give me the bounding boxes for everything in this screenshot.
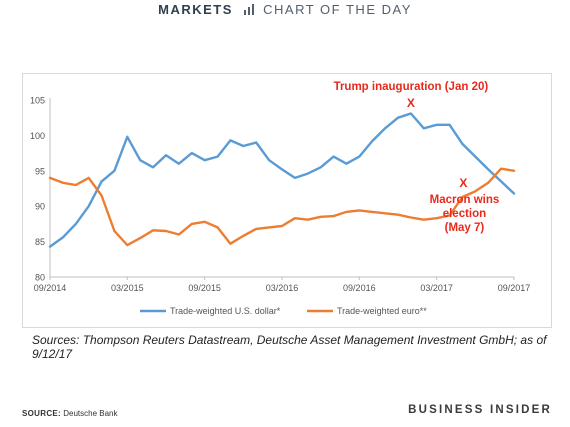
line-chart: 80 85 90 95 100 105 09/2014 03/2015 09/2015 03/20… [22,73,552,328]
section-label: MARKETS [158,2,233,17]
macron-marker: X [459,176,467,190]
y-tick-label: 105 [30,96,45,106]
y-tick-label: 80 [35,273,45,283]
business-insider-logo: BUSINESS INSIDER [408,404,552,416]
chart-of-the-day-label: CHART OF THE DAY [263,2,412,17]
legend-euro-label: Trade-weighted euro** [337,306,427,316]
y-tick-label: 95 [35,166,45,176]
legend-usd-label: Trade-weighted U.S. dollar* [170,306,281,316]
x-tick-label: 09/2014 [34,283,67,293]
chart-header: MARKETS CHART OF THE DAY [0,2,570,20]
trump-marker: X [407,96,415,110]
x-tick-label: 03/2016 [266,283,299,293]
y-tick-label: 100 [30,131,45,141]
y-tick-label: 90 [35,202,45,212]
x-tick-label: 09/2016 [343,283,376,293]
source-label: SOURCE: [22,409,61,418]
trump-annotation: Trump inauguration (Jan 20) [334,81,489,93]
source-value: Deutsche Bank [63,409,117,418]
macron-annotation-line: (May 7) [445,222,485,234]
x-tick-label: 09/2015 [188,283,221,293]
sources-note: Sources: Thompson Reuters Datastream, De… [32,333,562,361]
bar-chart-icon [244,4,254,15]
footer-source: SOURCE: Deutsche Bank [22,409,118,418]
x-tick-label: 09/2017 [498,283,531,293]
macron-annotation-line: election [443,208,486,220]
x-tick-label: 03/2015 [111,283,144,293]
y-tick-label: 85 [35,237,45,247]
x-tick-label: 03/2017 [420,283,453,293]
macron-annotation-line: Macron wins [430,194,500,206]
